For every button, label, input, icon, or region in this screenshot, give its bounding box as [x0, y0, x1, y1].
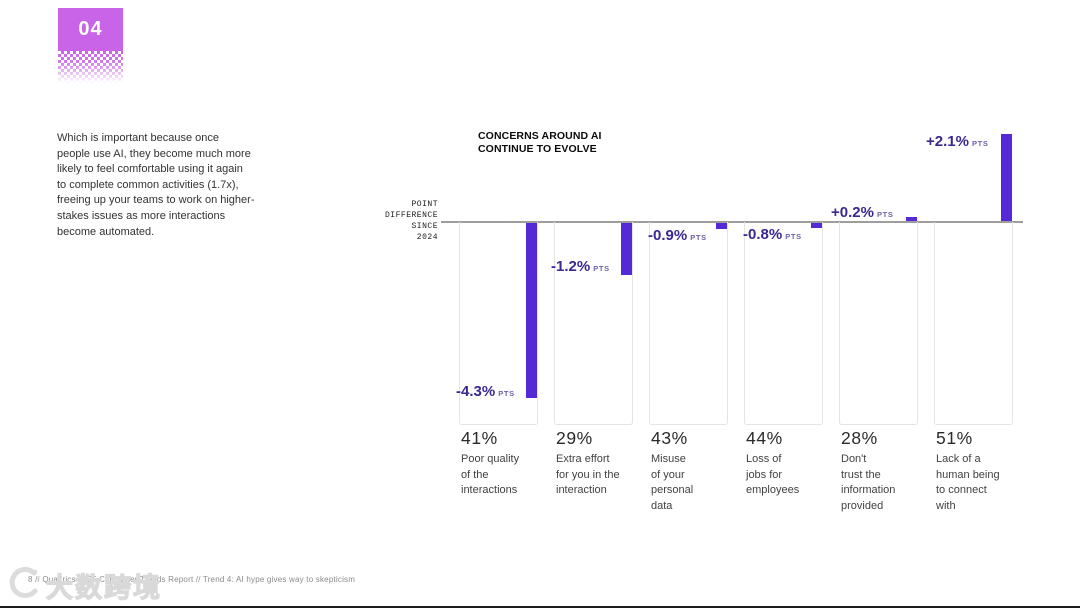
intro-line: stakes issues as more interactions: [57, 209, 226, 222]
category-description: Don't trust the information provided: [841, 453, 896, 512]
category-description: Extra effort for you in the interaction: [556, 453, 620, 496]
bar-poor-quality: [526, 223, 537, 398]
intro-line: freeing up your teams to work on higher-: [57, 194, 255, 207]
pts-unit: PTS: [690, 233, 707, 242]
intro-line: Which is important because once: [57, 132, 220, 144]
bar-lack-human: [1001, 134, 1012, 221]
watermark-swirl-icon: [6, 564, 44, 607]
value-label: -1.2% PTS: [551, 258, 610, 275]
category-percent: 51%: [936, 428, 973, 448]
chart-title: CONCERNS AROUND AI CONTINUE TO EVOLVE: [478, 130, 602, 155]
pts-unit: PTS: [785, 232, 802, 241]
column-box: [934, 222, 1013, 425]
category-description: Misuse of your personal data: [651, 453, 694, 512]
column-box: [744, 222, 823, 425]
zero-baseline-axis: [441, 221, 1023, 223]
column-box: [459, 222, 538, 425]
bar-extra-effort: [621, 223, 632, 275]
category-percent: 44%: [746, 428, 783, 448]
value-label: +2.1% PTS: [926, 133, 989, 150]
intro-line: to complete common activities (1.7x),: [57, 178, 239, 191]
value-label: -0.8% PTS: [743, 226, 802, 243]
footer-text: 8 // Qualtrics 2025 Consumer Trends Repo…: [28, 575, 356, 584]
section-number: 04: [78, 18, 103, 40]
watermark: 大数跨境: [6, 564, 162, 607]
category-description: Lack of a human being to connect with: [936, 453, 1000, 512]
intro-line: likely to feel comfortable using it agai…: [57, 163, 243, 176]
category-percent: 29%: [556, 428, 593, 448]
pts-unit: PTS: [971, 139, 989, 148]
bar-misuse-data: [716, 223, 727, 229]
value-label: -4.3% PTS: [456, 383, 515, 400]
intro-line: become automated.: [57, 225, 155, 238]
y-axis-label: POINT DIFFERENCE SINCE 2024: [384, 200, 438, 242]
value-label: -0.9% PTS: [648, 227, 707, 244]
column-box: [649, 222, 728, 425]
screenshot-bottom-edge: [0, 606, 1080, 608]
pts-unit: PTS: [876, 210, 894, 219]
category-percent: 41%: [461, 428, 498, 448]
bar-distrust-info: [906, 217, 917, 221]
category-percent: 28%: [841, 428, 878, 448]
value-label: +0.2% PTS: [831, 204, 894, 221]
category-percent: 43%: [651, 428, 688, 448]
bar-job-loss: [811, 223, 822, 228]
intro-paragraph: Which is important because once people u…: [57, 131, 287, 240]
section-number-badge: 04: [58, 8, 123, 51]
badge-dissolve-pattern: [58, 51, 123, 83]
intro-line: people use AI, they become much more: [57, 147, 251, 160]
pts-unit: PTS: [593, 264, 610, 273]
category-description: Loss of jobs for employees: [746, 453, 800, 496]
column-box: [554, 222, 633, 425]
category-description: Poor quality of the interactions: [461, 453, 520, 496]
watermark-label: 大数跨境: [45, 572, 162, 603]
column-box: [839, 222, 918, 425]
pts-unit: PTS: [498, 389, 515, 398]
